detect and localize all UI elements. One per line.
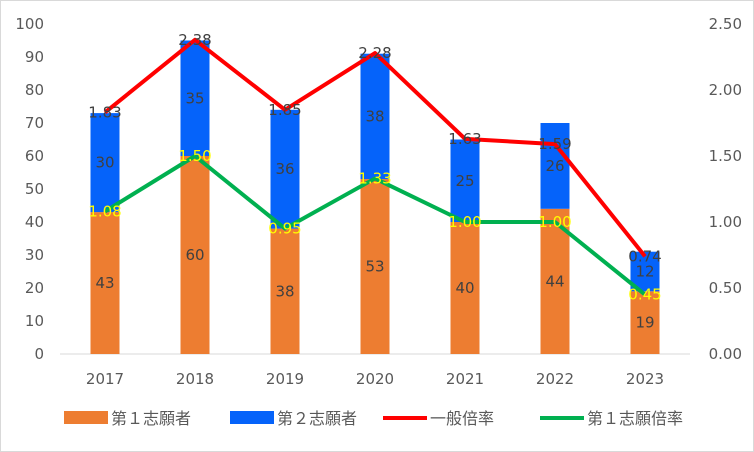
- bar-second-choice: [540, 123, 570, 209]
- y-tick-label: 70: [25, 114, 44, 132]
- first-choice-ratio-label: 1.00: [538, 213, 571, 231]
- y2-tick-label: 1.00: [709, 213, 742, 231]
- x-tick-label: 2019: [266, 370, 304, 388]
- x-tick-label: 2018: [176, 370, 214, 388]
- bar-first-choice-label: 19: [635, 314, 654, 332]
- bar-first-choice-label: 44: [545, 272, 564, 290]
- legend: 第１志願者 第２志願者 一般倍率 第１志願倍率: [64, 409, 683, 428]
- general-ratio-label: 0.74: [628, 247, 661, 265]
- x-tick-label: 2022: [536, 370, 574, 388]
- first-choice-ratio-label: 1.50: [178, 147, 211, 165]
- y2-tick-label: 1.50: [709, 147, 742, 165]
- bar-second-choice: [90, 113, 120, 213]
- bar-first-choice: [180, 156, 210, 354]
- bar-first-choice-label: 38: [275, 282, 294, 300]
- legend-label: 第１志願者: [111, 409, 191, 428]
- line-general-ratio: [103, 37, 647, 258]
- general-ratio-label: 1.63: [448, 130, 481, 148]
- x-axis: 2017 2018 2019 2020 2021 2022 2023: [60, 353, 690, 388]
- general-ratio-label: 2.38: [178, 31, 211, 49]
- bar-second-choice-label: 12: [635, 263, 654, 281]
- bar-second-choice-label: 35: [185, 89, 204, 107]
- y-tick-label: 40: [25, 213, 44, 231]
- bar-first-choice: [360, 179, 390, 354]
- y2-tick-label: 2.00: [709, 81, 742, 99]
- bar-second-choice-label: 36: [275, 160, 294, 178]
- line-first-choice-ratio: [103, 154, 647, 297]
- first-choice-ratio-label: 1.08: [88, 202, 121, 220]
- bar-first-choice-label: 40: [455, 279, 474, 297]
- legend-label: 一般倍率: [430, 409, 494, 428]
- right-axis: 0.00 0.50 1.00 1.50 2.00 2.50: [709, 15, 742, 363]
- y-tick-label: 60: [25, 147, 44, 165]
- x-tick-label: 2021: [446, 370, 484, 388]
- first-choice-ratio-label: 0.45: [628, 286, 661, 304]
- y-tick-label: 100: [15, 15, 44, 33]
- bar-second-choice-label: 38: [365, 107, 384, 125]
- bar-second-choice: [180, 40, 210, 156]
- legend-label: 第２志願者: [277, 409, 357, 428]
- y-tick-label: 50: [25, 180, 44, 198]
- bar-first-choice-label: 60: [185, 246, 204, 264]
- general-ratio-label: 1.85: [268, 101, 301, 119]
- left-axis: 0 10 20 30 40 50 60 70 80 90 100: [15, 15, 44, 363]
- bar-second-choice-label: 25: [455, 172, 474, 190]
- bar-first-choice: [270, 228, 300, 354]
- bar-first-choice-label: 53: [365, 258, 384, 276]
- general-ratio-label: 1.83: [88, 103, 121, 121]
- data-labels-layer: 43 30 60 35 38 36 53 38 40 25 44 26 19 12 1.83 2.38 1.85…: [88, 31, 661, 332]
- bar-first-choice: [450, 222, 480, 354]
- general-ratio-label: 1.59: [538, 135, 571, 153]
- x-tick-label: 2020: [356, 370, 394, 388]
- legend-label: 第１志願倍率: [587, 409, 683, 428]
- bar-second-choice: [360, 53, 390, 180]
- y2-tick-label: 0.00: [709, 345, 742, 363]
- y-tick-label: 80: [25, 81, 44, 99]
- general-ratio-label: 2.28: [358, 44, 391, 62]
- first-choice-ratio-label: 1.00: [448, 213, 481, 231]
- legend-swatch-bar: [230, 411, 274, 424]
- y-tick-label: 30: [25, 246, 44, 264]
- bar-first-choice: [540, 208, 570, 354]
- bar-first-choice-label: 43: [95, 274, 114, 292]
- x-tick-label: 2017: [86, 370, 124, 388]
- x-tick-label: 2023: [626, 370, 664, 388]
- bar-first-choice: [90, 212, 120, 354]
- bar-second-choice-label: 26: [545, 157, 564, 175]
- bars-layer: [90, 40, 660, 354]
- bar-first-choice: [630, 291, 660, 354]
- first-choice-ratio-label: 0.95: [268, 220, 301, 238]
- y2-tick-label: 0.50: [709, 279, 742, 297]
- bar-second-choice-label: 30: [95, 154, 114, 172]
- y-tick-label: 0: [34, 345, 44, 363]
- y2-tick-label: 2.50: [709, 15, 742, 33]
- lines-layer: [103, 37, 647, 297]
- legend-swatch-bar: [64, 411, 108, 424]
- y-tick-label: 20: [25, 279, 44, 297]
- bar-second-choice: [450, 139, 480, 222]
- y-tick-label: 90: [25, 48, 44, 66]
- first-choice-ratio-label: 1.33: [358, 169, 391, 187]
- bar-second-choice: [270, 109, 300, 229]
- y-tick-label: 10: [25, 312, 44, 330]
